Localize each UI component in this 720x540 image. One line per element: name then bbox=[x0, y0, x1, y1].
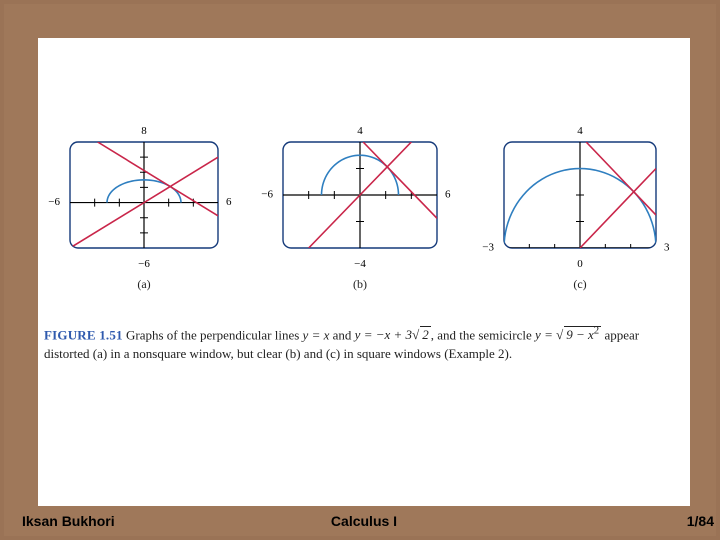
svg-text:−6: −6 bbox=[48, 196, 60, 208]
svg-text:−6: −6 bbox=[138, 258, 150, 270]
plot-a: −6 6 8 −6 (a) bbox=[44, 122, 244, 292]
svg-text:3: 3 bbox=[664, 242, 670, 254]
eq2: y = −x + 32 bbox=[355, 327, 431, 342]
figure-label: FIGURE 1.51 bbox=[44, 327, 123, 342]
figure-caption: FIGURE 1.51 Graphs of the perpendicular … bbox=[44, 324, 684, 364]
panel-label-b: (b) bbox=[353, 277, 367, 292]
svg-text:−4: −4 bbox=[354, 258, 366, 270]
footer: Iksan Bukhori Calculus I 1/84 bbox=[4, 510, 720, 536]
plot-b: −6 6 4 −4 (b) bbox=[255, 122, 465, 292]
svg-text:6: 6 bbox=[445, 189, 451, 201]
eq3: y = 9 − x2 bbox=[535, 327, 601, 342]
footer-page: 1/84 bbox=[687, 513, 714, 529]
svg-text:4: 4 bbox=[357, 125, 363, 137]
svg-text:0: 0 bbox=[577, 258, 583, 270]
footer-title: Calculus I bbox=[331, 513, 397, 529]
eq1: y = x bbox=[303, 327, 330, 342]
plot-c: −3 3 4 0 (c) bbox=[476, 122, 684, 292]
plots-row: −6 6 8 −6 (a) −6 6 4 −4 (b) −3 3 4 0 (c) bbox=[38, 122, 690, 292]
content-region: −6 6 8 −6 (a) −6 6 4 −4 (b) −3 3 4 0 (c) FIGURE 1.51 G… bbox=[38, 38, 690, 506]
footer-author: Iksan Bukhori bbox=[22, 513, 115, 529]
caption-text-3: , and the semicircle bbox=[431, 327, 535, 342]
svg-text:6: 6 bbox=[226, 196, 232, 208]
panel-label-c: (c) bbox=[573, 277, 586, 292]
plot-svg-c: −3 3 4 0 bbox=[476, 122, 684, 273]
svg-text:−3: −3 bbox=[482, 242, 494, 254]
svg-text:4: 4 bbox=[577, 125, 583, 137]
svg-text:−6: −6 bbox=[261, 189, 273, 201]
plot-svg-b: −6 6 4 −4 bbox=[255, 122, 465, 273]
plot-svg-a: −6 6 8 −6 bbox=[44, 122, 244, 273]
caption-text-1: Graphs of the perpendicular lines bbox=[123, 327, 303, 342]
svg-text:8: 8 bbox=[141, 125, 147, 137]
caption-text-2: and bbox=[329, 327, 354, 342]
slide: −6 6 8 −6 (a) −6 6 4 −4 (b) −3 3 4 0 (c) FIGURE 1.51 G… bbox=[0, 0, 720, 540]
panel-label-a: (a) bbox=[137, 277, 150, 292]
